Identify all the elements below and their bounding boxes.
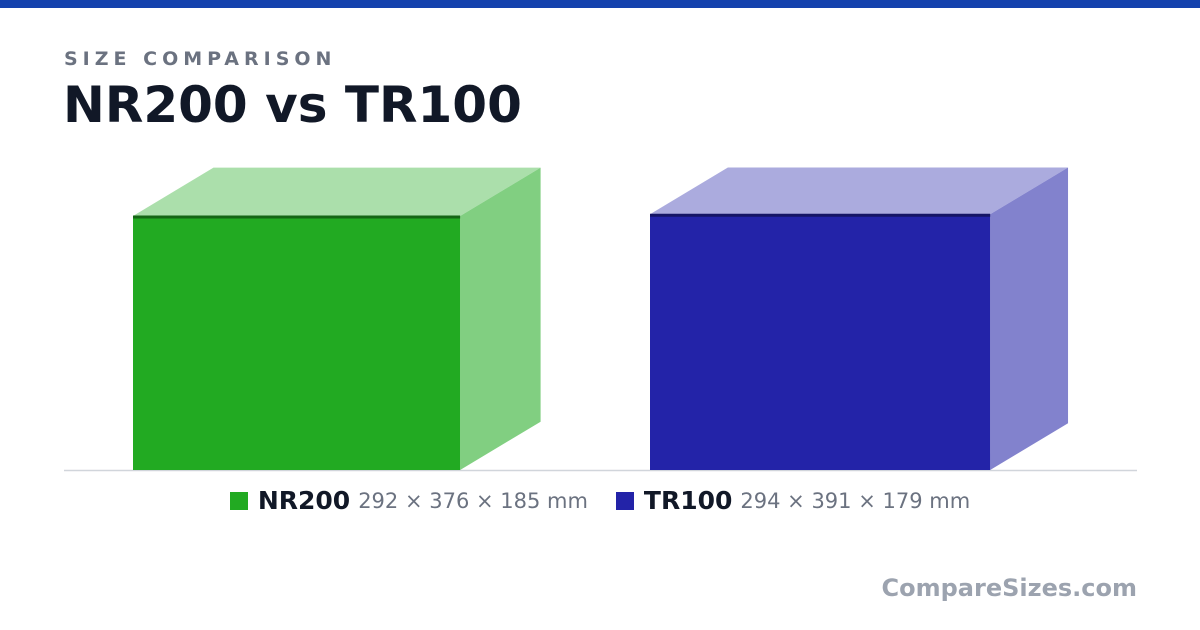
- box-top: [133, 167, 541, 216]
- legend: NR200 292 × 376 × 185 mm TR100 294 × 391 × …: [0, 486, 1200, 515]
- legend-name: TR100: [643, 486, 733, 515]
- legend-swatch: [615, 491, 634, 510]
- legend-entry: NR200 292 × 376 × 185 mm: [229, 486, 588, 515]
- box-front: [133, 215, 461, 470]
- top-bar: [0, 0, 1200, 8]
- box-side: [460, 167, 541, 471]
- box-side: [990, 167, 1069, 470]
- legend-swatch: [229, 491, 248, 510]
- box-top: [650, 167, 1069, 215]
- legend-dimensions: 294 × 391 × 179 mm: [740, 488, 971, 513]
- title: NR200 vs TR100: [63, 76, 522, 134]
- legend-dimensions: 292 × 376 × 185 mm: [358, 488, 588, 513]
- watermark: CompareSizes.com: [881, 574, 1137, 602]
- kicker: SIZE COMPARISON: [64, 48, 337, 70]
- legend-entry: TR100 294 × 391 × 179 mm: [615, 486, 971, 515]
- legend-name: NR200: [257, 486, 351, 515]
- box-front: [650, 214, 991, 470]
